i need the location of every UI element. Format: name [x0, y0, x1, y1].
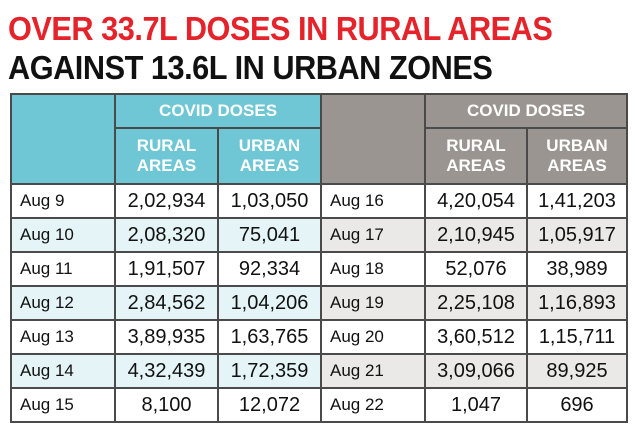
left-date-header	[10, 93, 116, 185]
right-urban-cell: 89,925	[526, 353, 628, 389]
table-row: Aug 14 4,32,439 1,72,359 Aug 21 3,09,066 89,9…	[10, 353, 628, 389]
left-date-cell: Aug 9	[10, 183, 116, 219]
right-rural-cell: 4,20,054	[424, 183, 528, 219]
right-date-header	[320, 93, 426, 185]
table-row: Aug 12 2,84,562 1,04,206 Aug 19 2,25,108 1,16…	[10, 285, 628, 321]
left-urban-header-line2: AREAS	[239, 156, 300, 175]
left-urban-cell: 75,041	[217, 217, 322, 253]
right-urban-header-line1: URBAN	[546, 136, 608, 155]
left-rural-header-line1: RURAL	[136, 136, 197, 155]
right-urban-cell: 38,989	[526, 251, 628, 287]
table-row: Aug 15 8,100 12,072 Aug 22 1,047 696	[10, 387, 628, 423]
doses-table-wrapper: COVID DOSES COVID DOSES RURAL AREAS URBA…	[10, 93, 628, 431]
left-urban-cell: 12,072	[217, 387, 322, 423]
right-rural-cell: 3,60,512	[424, 319, 528, 355]
left-date-cell: Aug 15	[10, 387, 116, 423]
right-date-cell: Aug 16	[320, 183, 426, 219]
right-rural-header-line2: AREAS	[446, 156, 506, 175]
right-urban-header-line2: AREAS	[547, 156, 607, 175]
left-urban-cell: 1,04,206	[217, 285, 322, 321]
right-rural-cell: 3,09,066	[424, 353, 528, 389]
doses-table-body: Aug 9 2,02,934 1,03,050 Aug 16 4,20,054 1,41,…	[10, 183, 628, 423]
left-rural-cell: 8,100	[114, 387, 219, 423]
left-urban-cell: 1,03,050	[217, 183, 322, 219]
left-urban-cell: 1,72,359	[217, 353, 322, 389]
left-urban-header: URBAN AREAS	[217, 127, 322, 185]
left-rural-cell: 2,02,934	[114, 183, 219, 219]
right-date-cell: Aug 20	[320, 319, 426, 355]
right-date-cell: Aug 21	[320, 353, 426, 389]
left-date-cell: Aug 11	[10, 251, 116, 287]
table-row: Aug 13 3,89,935 1,63,765 Aug 20 3,60,512 1,15…	[10, 319, 628, 355]
left-rural-header: RURAL AREAS	[114, 127, 219, 185]
right-urban-cell: 1,05,917	[526, 217, 628, 253]
left-date-cell: Aug 13	[10, 319, 116, 355]
right-date-cell: Aug 19	[320, 285, 426, 321]
right-rural-cell: 2,25,108	[424, 285, 528, 321]
left-urban-header-line1: URBAN	[238, 136, 301, 155]
left-group-header: COVID DOSES	[114, 93, 322, 129]
left-rural-cell: 1,91,507	[114, 251, 219, 287]
table-row: Aug 10 2,08,320 75,041 Aug 17 2,10,945 1,05,9…	[10, 217, 628, 253]
left-date-cell: Aug 12	[10, 285, 116, 321]
right-urban-cell: 1,15,711	[526, 319, 628, 355]
right-date-cell: Aug 22	[320, 387, 426, 423]
left-rural-cell: 4,32,439	[114, 353, 219, 389]
left-rural-cell: 2,84,562	[114, 285, 219, 321]
table-row: Aug 11 1,91,507 92,334 Aug 18 52,076 38,989	[10, 251, 628, 287]
table-row: Aug 9 2,02,934 1,03,050 Aug 16 4,20,054 1,41,…	[10, 183, 628, 219]
doses-table: COVID DOSES COVID DOSES RURAL AREAS URBA…	[10, 93, 628, 423]
right-group-header: COVID DOSES	[424, 93, 628, 129]
left-rural-cell: 2,08,320	[114, 217, 219, 253]
right-urban-cell: 1,41,203	[526, 183, 628, 219]
right-rural-cell: 1,047	[424, 387, 528, 423]
right-urban-cell: 1,16,893	[526, 285, 628, 321]
left-rural-header-line2: AREAS	[136, 156, 197, 175]
left-rural-cell: 3,89,935	[114, 319, 219, 355]
right-rural-cell: 2,10,945	[424, 217, 528, 253]
right-rural-header: RURAL AREAS	[424, 127, 528, 185]
headline-line-2: AGAINST 13.6L IN URBAN ZONES	[8, 49, 493, 86]
right-date-cell: Aug 18	[320, 251, 426, 287]
headline-line-1: OVER 33.7L DOSES IN RURAL AREAS	[8, 10, 553, 47]
left-urban-cell: 92,334	[217, 251, 322, 287]
right-date-cell: Aug 17	[320, 217, 426, 253]
right-rural-header-line1: RURAL	[446, 136, 506, 155]
right-rural-cell: 52,076	[424, 251, 528, 287]
left-date-cell: Aug 10	[10, 217, 116, 253]
right-urban-header: URBAN AREAS	[526, 127, 628, 185]
left-urban-cell: 1,63,765	[217, 319, 322, 355]
right-urban-cell: 696	[526, 387, 628, 423]
left-date-cell: Aug 14	[10, 353, 116, 389]
